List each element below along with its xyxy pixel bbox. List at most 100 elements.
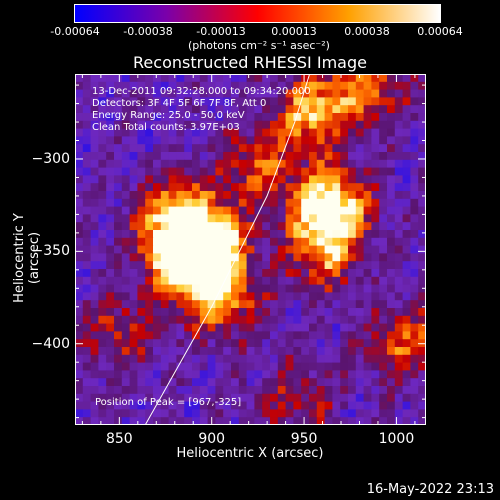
heatmap-cell — [285, 323, 294, 332]
heatmap-cell — [277, 315, 286, 324]
heatmap-cell — [324, 175, 333, 184]
heatmap-cell — [387, 401, 396, 410]
heatmap-cell — [176, 362, 185, 371]
heatmap-cell — [129, 245, 138, 254]
heatmap-cell — [394, 245, 403, 254]
heatmap-cell — [231, 269, 240, 278]
heatmap-cell — [371, 378, 380, 387]
heatmap-cell — [301, 347, 310, 356]
heatmap-cell — [316, 81, 325, 90]
heatmap-cell — [262, 167, 271, 176]
heatmap-cell — [207, 237, 216, 246]
heatmap-cell — [145, 269, 154, 278]
heatmap-cell — [176, 167, 185, 176]
heatmap-cell — [129, 300, 138, 309]
heatmap-cell — [402, 393, 411, 402]
heatmap-cell — [90, 237, 99, 246]
heatmap-cell — [277, 276, 286, 285]
heatmap-cell — [207, 206, 216, 215]
heatmap-cell — [207, 144, 216, 153]
heatmap-cell — [231, 198, 240, 207]
heatmap-cell — [410, 347, 419, 356]
heatmap-cell — [402, 245, 411, 254]
heatmap-cell — [238, 323, 247, 332]
heatmap-cell — [394, 183, 403, 192]
heatmap-cell — [394, 198, 403, 207]
heatmap-cell — [192, 284, 201, 293]
heatmap-cell — [184, 378, 193, 387]
heatmap-cell — [277, 191, 286, 200]
heatmap-cell — [121, 276, 130, 285]
heatmap-cell — [90, 198, 99, 207]
heatmap-cell — [176, 386, 185, 395]
heatmap-cell — [145, 417, 154, 425]
heatmap-cell — [270, 159, 279, 168]
heatmap-cell — [153, 89, 162, 98]
heatmap-cell — [332, 401, 341, 410]
heatmap-cell — [114, 97, 123, 106]
heatmap-cell — [82, 370, 91, 379]
heatmap-cell — [410, 308, 419, 317]
colorbar-tick-label: -0.00064 — [50, 25, 100, 38]
heatmap-cell — [316, 89, 325, 98]
heatmap-cell — [121, 175, 130, 184]
heatmap-cell — [309, 284, 318, 293]
heatmap-cell — [207, 152, 216, 161]
heatmap-cell — [332, 276, 341, 285]
heatmap-cell — [254, 253, 263, 262]
heatmap-cell — [324, 370, 333, 379]
heatmap-cell — [379, 370, 388, 379]
heatmap-cell — [168, 89, 177, 98]
heatmap-cell — [285, 284, 294, 293]
heatmap-cell — [387, 74, 396, 83]
heatmap-cell — [332, 386, 341, 395]
heatmap-cell — [184, 308, 193, 317]
heatmap-cell — [379, 230, 388, 239]
heatmap-cell — [402, 339, 411, 348]
heatmap-cell — [254, 136, 263, 145]
heatmap-cell — [410, 74, 419, 83]
heatmap-cell — [215, 284, 224, 293]
heatmap-cell — [332, 393, 341, 402]
heatmap-cell — [82, 269, 91, 278]
heatmap-cell — [176, 198, 185, 207]
heatmap-cell — [285, 347, 294, 356]
heatmap-cell — [223, 315, 232, 324]
heatmap-cell — [75, 409, 84, 418]
heatmap-cell — [98, 370, 107, 379]
heatmap-cell — [387, 393, 396, 402]
heatmap-cell — [309, 183, 318, 192]
heatmap-cell — [387, 331, 396, 340]
heatmap-cell — [106, 128, 115, 137]
heatmap-cell — [98, 331, 107, 340]
x-axis-label: Heliocentric X (arcsec) — [176, 446, 324, 461]
heatmap-cell — [160, 331, 169, 340]
heatmap-cell — [192, 386, 201, 395]
heatmap-cell — [82, 292, 91, 301]
heatmap-cell — [246, 167, 255, 176]
heatmap-cell — [270, 315, 279, 324]
heatmap-cell — [348, 276, 357, 285]
heatmap-cell — [207, 136, 216, 145]
heatmap-cell — [285, 113, 294, 122]
heatmap-cell — [262, 370, 271, 379]
heatmap-cell — [285, 81, 294, 90]
heatmap-cell — [402, 167, 411, 176]
heatmap-cell — [418, 159, 426, 168]
heatmap-cell — [145, 253, 154, 262]
heatmap-cell — [379, 144, 388, 153]
heatmap-cell — [277, 159, 286, 168]
heatmap-cell — [316, 300, 325, 309]
heatmap-cell — [192, 315, 201, 324]
heatmap-cell — [348, 417, 357, 425]
heatmap-cell — [316, 401, 325, 410]
heatmap-cell — [387, 183, 396, 192]
heatmap-cell — [121, 261, 130, 270]
heatmap-cell — [246, 230, 255, 239]
heatmap-cell — [90, 74, 99, 83]
heatmap-cell — [137, 409, 146, 418]
heatmap-cell — [98, 74, 107, 83]
heatmap-cell — [106, 175, 115, 184]
heatmap-cell — [402, 206, 411, 215]
heatmap-cell — [129, 81, 138, 90]
